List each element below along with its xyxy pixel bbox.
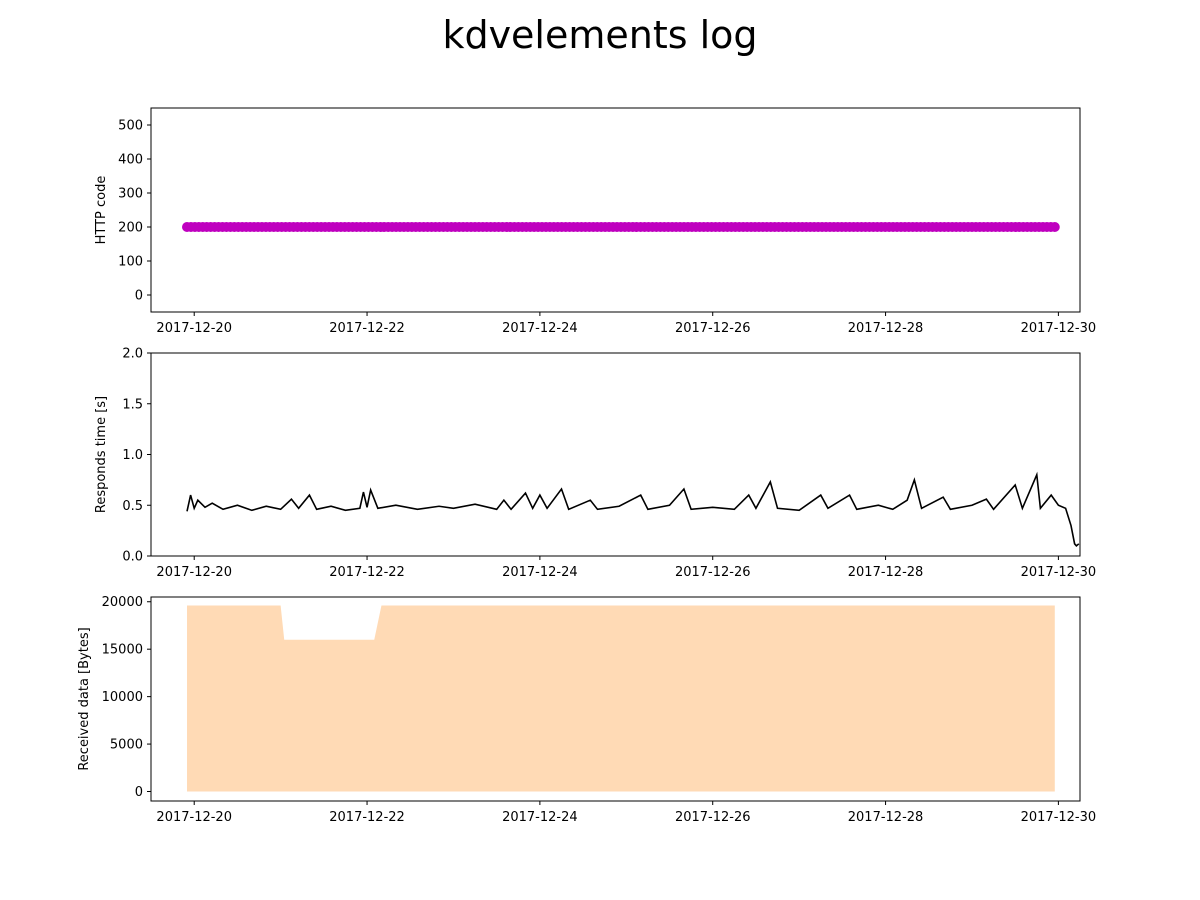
x-tick-label: 2017-12-22 <box>329 810 405 825</box>
data-layer <box>187 605 1055 792</box>
y-tick-label: 1.0 <box>122 448 143 463</box>
x-tick-label: 2017-12-26 <box>675 565 751 580</box>
x-tick-label: 2017-12-20 <box>156 810 232 825</box>
x-tick-label: 2017-12-22 <box>329 565 405 580</box>
x-tick-label: 2017-12-20 <box>156 565 232 580</box>
x-tick-label: 2017-12-24 <box>502 565 578 580</box>
y-tick-label: 5000 <box>110 738 143 753</box>
figure-title: kdvelements log <box>442 13 757 57</box>
panel-2: 0.0 0.5 1.0 1.5 2.0 2017-12-20 2017-12-22 2017-… <box>94 347 1096 581</box>
x-tick-label: 2017-12-24 <box>502 810 578 825</box>
x-tick-label: 2017-12-28 <box>848 565 924 580</box>
x-tick-label: 2017-12-22 <box>329 321 405 336</box>
panels-group: 0 100 200 300 400 500 2017-12-20 2017-12-22 2017… <box>77 107 1097 825</box>
x-tick-label: 2017-12-26 <box>675 321 751 336</box>
response-time-line <box>186 471 1080 547</box>
data-layer <box>186 471 1080 547</box>
y-tick-label: 0 <box>135 289 143 304</box>
x-tick-label: 2017-12-28 <box>848 810 924 825</box>
x-tick-label: 2017-12-30 <box>1021 321 1097 336</box>
y-tick-label: 0.5 <box>122 499 143 514</box>
y-tick-label: 100 <box>118 255 143 270</box>
received-data-area <box>187 605 1055 792</box>
y-tick-label: 300 <box>118 187 143 202</box>
axes-frame <box>150 107 1081 313</box>
data-layer <box>182 222 1060 232</box>
scatter-point <box>1049 222 1060 232</box>
y-axis-label: HTTP code <box>94 176 109 245</box>
y-tick-label: 500 <box>118 119 143 134</box>
y-tick-label: 10000 <box>102 690 143 705</box>
axes-frame <box>150 596 1081 802</box>
y-tick-label: 1.5 <box>122 397 143 412</box>
y-tick-label: 200 <box>118 221 143 236</box>
panel-1: 0 100 200 300 400 500 2017-12-20 2017-12-22 2017… <box>94 107 1097 336</box>
y-tick-label: 2.0 <box>122 347 143 362</box>
x-tick-label: 2017-12-26 <box>675 810 751 825</box>
x-tick-label: 2017-12-30 <box>1021 810 1097 825</box>
x-tick-label: 2017-12-28 <box>848 321 924 336</box>
x-tick-label: 2017-12-20 <box>156 321 232 336</box>
x-tick-label: 2017-12-30 <box>1021 565 1097 580</box>
panel-3: 0 5000 10000 15000 20000 2017-12-20 2017-12-22… <box>77 595 1096 825</box>
y-tick-label: 0.0 <box>122 550 143 565</box>
x-tick-label: 2017-12-24 <box>502 321 578 336</box>
y-tick-label: 0 <box>135 785 143 800</box>
y-tick-label: 400 <box>118 153 143 168</box>
y-axis-label: Responds time [s] <box>94 396 109 513</box>
y-axis-label: Received data [Bytes] <box>77 627 92 770</box>
y-tick-label: 20000 <box>102 595 143 610</box>
y-tick-label: 15000 <box>102 643 143 658</box>
axes-frame <box>150 352 1081 557</box>
